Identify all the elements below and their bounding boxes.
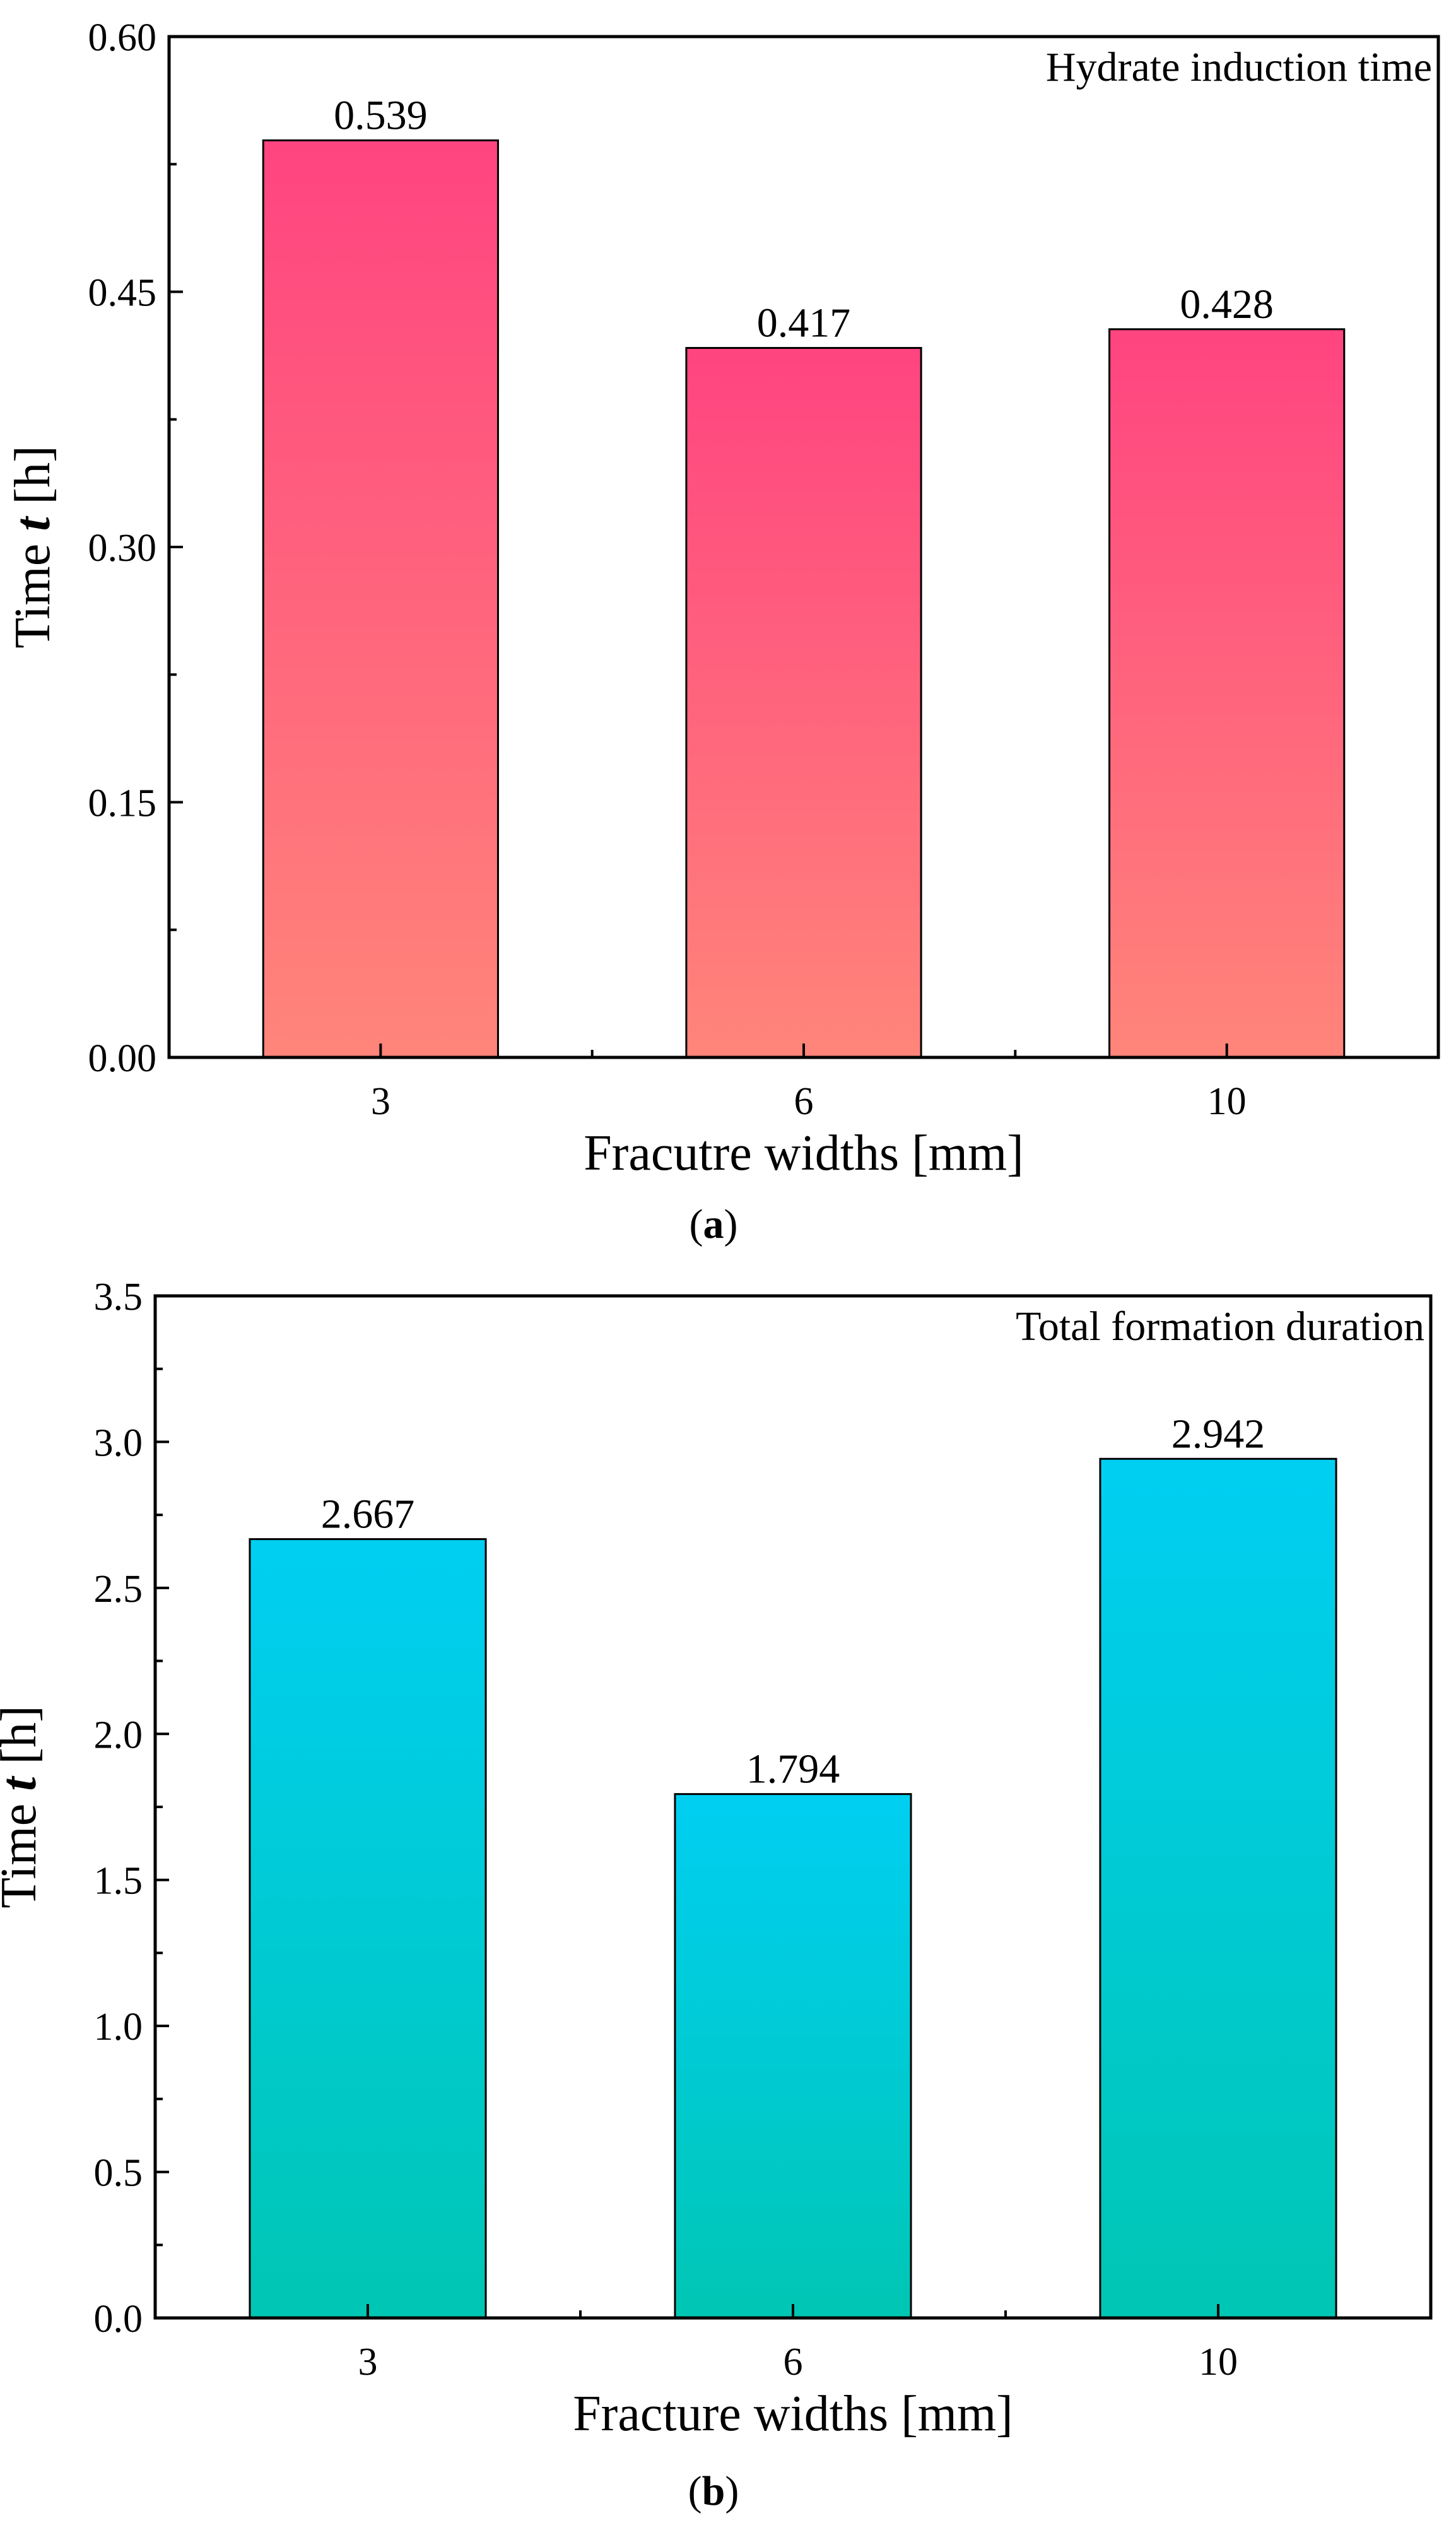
- bars-a: [262, 139, 1346, 1059]
- chart-panel-b: 2.667 1.794 2.942 0.0 0.5 1.0 1.5 2.0 2.5 3.0 3.5…: [0, 1276, 1433, 2514]
- bar-b-6: [674, 1793, 912, 2319]
- y-tick-label-a-3: 0.45: [88, 272, 157, 315]
- y-axis-label-prefix-a: Time: [5, 531, 61, 649]
- y-axis-label-suffix-b: [h]: [0, 1705, 47, 1777]
- x-axis-label-b: Fracture widths [mm]: [573, 2386, 1013, 2442]
- y-tick-label-a-0: 0.00: [88, 1037, 157, 1080]
- x-tick-label-b-10: 10: [1199, 2341, 1238, 2384]
- y-tick-label-b-5: 2.5: [94, 1568, 143, 1611]
- y-ticks-a: 0.00 0.15 0.30 0.45 0.60: [88, 16, 183, 1080]
- y-axis-label-suffix-a: [h]: [5, 445, 61, 517]
- y-tick-label-b-3: 1.5: [94, 1860, 143, 1903]
- bar-a-10: [1108, 328, 1346, 1059]
- bar-value-label-b-6: 1.794: [746, 1746, 840, 1792]
- panel-label-b: (b): [688, 2468, 739, 2514]
- y-tick-label-b-7: 3.5: [94, 1276, 143, 1319]
- bar-value-label-a-3: 0.539: [334, 92, 428, 138]
- x-axis-label-a: Fracutre widths [mm]: [584, 1126, 1024, 1181]
- y-axis-label-prefix-b: Time: [0, 1791, 47, 1908]
- chart-title-a: Hydrate induction time: [1046, 44, 1432, 90]
- bar-value-label-a-6: 0.417: [757, 300, 851, 346]
- y-tick-label-b-2: 1.0: [94, 2006, 143, 2049]
- y-axis-label-var-b: t: [0, 1775, 47, 1791]
- value-labels-b: 2.667 1.794 2.942: [321, 1411, 1265, 1792]
- x-tick-label-a-10: 10: [1207, 1080, 1247, 1123]
- y-tick-label-b-4: 2.0: [94, 1714, 143, 1756]
- x-tick-label-b-3: 3: [358, 2341, 378, 2384]
- bar-b-10: [1099, 1457, 1337, 2319]
- value-labels-a: 0.539 0.417 0.428: [334, 92, 1274, 346]
- chart-panel-a: 0.539 0.417 0.428 0.00 0.15 0.30 0.45 0.60 3 6 1…: [5, 16, 1440, 1247]
- x-ticks-a: 3 6 10: [371, 1044, 1247, 1123]
- panel-letter-b: b: [702, 2468, 725, 2514]
- bar-value-label-a-10: 0.428: [1180, 281, 1274, 327]
- y-tick-label-a-2: 0.30: [88, 527, 157, 570]
- x-tick-label-b-6: 6: [784, 2341, 803, 2384]
- bar-value-label-b-10: 2.942: [1171, 1411, 1265, 1457]
- bar-value-label-b-3: 2.667: [321, 1491, 415, 1538]
- bar-a-6: [685, 346, 922, 1059]
- x-ticks-b: 3 6 10: [358, 2304, 1238, 2384]
- y-axis-label-a: Time t [h]: [5, 445, 61, 649]
- panel-label-a: (a): [690, 1201, 738, 1247]
- y-tick-label-b-1: 0.5: [94, 2152, 143, 2195]
- y-tick-label-a-1: 0.15: [88, 782, 157, 825]
- y-axis-label-var-a: t: [5, 515, 61, 531]
- y-tick-label-b-0: 0.0: [94, 2298, 143, 2341]
- y-axis-label-b: Time t [h]: [0, 1705, 47, 1908]
- bar-a-3: [262, 139, 499, 1059]
- panel-letter-a: a: [703, 1201, 724, 1247]
- y-tick-label-b-6: 3.0: [94, 1421, 143, 1464]
- y-ticks-b: 0.0 0.5 1.0 1.5 2.0 2.5 3.0 3.5: [94, 1276, 169, 2341]
- y-tick-label-a-4: 0.60: [88, 16, 157, 59]
- x-tick-label-a-3: 3: [371, 1080, 390, 1123]
- x-tick-label-a-6: 6: [794, 1080, 814, 1123]
- chart-title-b: Total formation duration: [1016, 1303, 1424, 1350]
- bar-b-3: [249, 1538, 487, 2319]
- bars-b: [249, 1457, 1337, 2319]
